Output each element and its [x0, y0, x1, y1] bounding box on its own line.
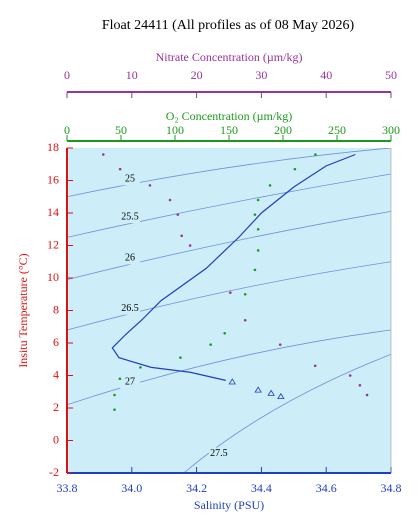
triangle-marker	[267, 389, 275, 396]
tick-label: 20	[191, 68, 203, 82]
contour-label-bg	[120, 376, 140, 389]
density-contour	[67, 261, 391, 331]
triangle-marker	[228, 378, 236, 385]
data-point	[148, 184, 152, 187]
triangle-marker	[254, 386, 262, 393]
data-point	[113, 408, 116, 411]
tick-label: 34.2	[186, 481, 207, 495]
contour-label-bg	[120, 252, 140, 265]
data-point	[209, 343, 212, 346]
data-point	[139, 366, 142, 369]
tick-label: 34.6	[316, 481, 337, 495]
data-point	[253, 213, 257, 216]
data-point	[256, 249, 260, 252]
data-point	[188, 244, 192, 247]
data-point	[293, 167, 297, 171]
tick-label: 12	[47, 237, 59, 251]
data-point	[278, 343, 282, 346]
chart-title: Float 24411 (All profiles as of 08 May 2…	[102, 18, 355, 33]
tick-label: 10	[126, 68, 138, 82]
contour-label: 25.5	[121, 211, 139, 222]
salinity-profile	[111, 153, 356, 381]
tick-label: 2	[53, 400, 59, 414]
data-point	[268, 184, 272, 187]
data-point	[348, 374, 352, 377]
contour-label: 27	[125, 377, 135, 388]
data-point	[256, 198, 260, 202]
data-point	[365, 393, 369, 397]
tick-label: 4	[53, 367, 59, 381]
tick-label: 6	[53, 335, 59, 349]
data-point	[118, 377, 122, 381]
contour-label: 25	[125, 174, 135, 185]
data-point	[118, 167, 122, 171]
tick-label: 33.8	[57, 481, 78, 495]
tick-label: 18	[47, 140, 59, 154]
tick-label: 100	[166, 123, 184, 137]
axis-title: Nitrate Concentration (µm/kg)	[156, 50, 303, 64]
data-point	[176, 213, 180, 216]
tick-label: 30	[255, 68, 267, 82]
density-contour	[183, 354, 391, 473]
contour-label-bg	[120, 302, 140, 315]
axis-title: Insitu Temperature (°C)	[16, 253, 30, 367]
tick-label: 250	[328, 123, 346, 137]
data-point	[101, 153, 105, 156]
data-point	[313, 364, 317, 368]
tick-label: 300	[382, 123, 400, 137]
tick-label: 34.8	[381, 481, 402, 495]
tick-label: 40	[320, 68, 332, 82]
plot-background	[67, 148, 391, 473]
data-point	[168, 198, 172, 202]
data-point	[180, 234, 183, 238]
data-point	[113, 393, 116, 397]
data-point	[314, 153, 317, 156]
contour-label-bg	[120, 211, 140, 224]
tick-label: 50	[385, 68, 397, 82]
data-point	[223, 331, 226, 335]
contour-label: 27.5	[210, 448, 228, 459]
tick-label: 14	[47, 205, 59, 219]
contour-label-bg	[120, 173, 140, 186]
contour-label: 26.5	[121, 303, 139, 314]
triangle-marker	[277, 392, 285, 400]
tick-label: 50	[115, 123, 127, 137]
tick-label: 0	[64, 68, 70, 82]
contour-label-bg	[208, 447, 229, 460]
tick-label: 150	[220, 123, 238, 137]
data-point	[253, 268, 257, 272]
data-point	[179, 356, 182, 359]
data-point	[228, 291, 232, 294]
tick-label: 16	[47, 172, 59, 186]
tick-label: 8	[53, 302, 59, 316]
data-point	[243, 292, 247, 296]
tick-label: 34.4	[251, 481, 272, 495]
data-point	[256, 227, 260, 231]
data-point	[243, 318, 247, 322]
plot-layer: 25 25.5 26 26.5 27 27.5	[67, 148, 391, 473]
density-contour	[67, 329, 391, 406]
data-point	[358, 383, 362, 387]
tick-label: 34.0	[121, 481, 142, 495]
axis-title: Salinity (PSU)	[194, 498, 264, 512]
tick-label: -2	[49, 465, 59, 479]
tick-label: 10	[47, 270, 59, 284]
contour-label: 26	[125, 253, 135, 264]
density-contour	[67, 210, 391, 281]
tick-label: 0	[53, 432, 59, 446]
density-contour	[67, 173, 391, 238]
axis-title: O₂ Concentration (µm/kg)	[166, 109, 292, 123]
density-contour	[67, 148, 391, 198]
tick-label: 200	[274, 123, 292, 137]
tick-label: 0	[64, 123, 70, 137]
